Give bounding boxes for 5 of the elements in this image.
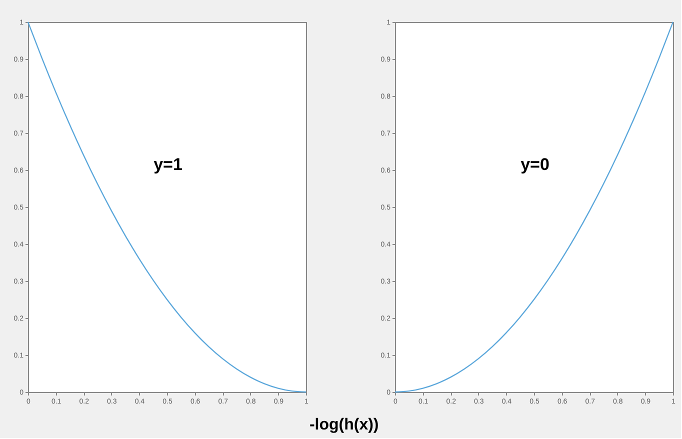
line-series <box>394 21 674 393</box>
annotation: y=0 <box>520 155 550 174</box>
line-series <box>27 21 307 393</box>
annotation: y=1 <box>154 155 182 174</box>
x-axis-title: -log(h(x)) <box>309 416 379 434</box>
